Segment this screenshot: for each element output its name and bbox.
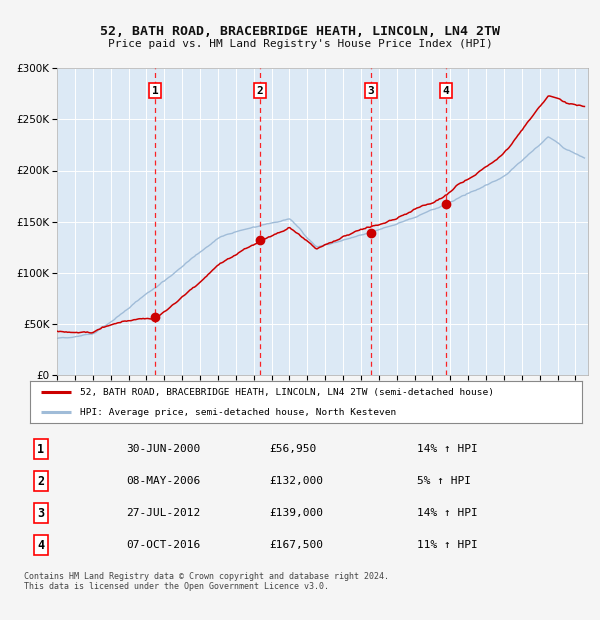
Text: 3: 3 <box>37 507 44 520</box>
Text: 2: 2 <box>257 86 263 95</box>
Text: 2: 2 <box>37 475 44 487</box>
Text: 14% ↑ HPI: 14% ↑ HPI <box>417 444 478 454</box>
Text: £132,000: £132,000 <box>269 476 323 486</box>
Text: Contains HM Land Registry data © Crown copyright and database right 2024.
This d: Contains HM Land Registry data © Crown c… <box>24 572 389 591</box>
Text: £167,500: £167,500 <box>269 540 323 550</box>
Text: 5% ↑ HPI: 5% ↑ HPI <box>417 476 471 486</box>
Text: 07-OCT-2016: 07-OCT-2016 <box>127 540 200 550</box>
Text: 52, BATH ROAD, BRACEBRIDGE HEATH, LINCOLN, LN4 2TW (semi-detached house): 52, BATH ROAD, BRACEBRIDGE HEATH, LINCOL… <box>80 388 494 397</box>
Text: 30-JUN-2000: 30-JUN-2000 <box>127 444 200 454</box>
Text: HPI: Average price, semi-detached house, North Kesteven: HPI: Average price, semi-detached house,… <box>80 408 396 417</box>
Text: 1: 1 <box>37 443 44 456</box>
Text: 3: 3 <box>368 86 374 95</box>
Text: 4: 4 <box>37 539 44 552</box>
Text: 27-JUL-2012: 27-JUL-2012 <box>127 508 200 518</box>
Text: 11% ↑ HPI: 11% ↑ HPI <box>417 540 478 550</box>
Text: 08-MAY-2006: 08-MAY-2006 <box>127 476 200 486</box>
Text: 4: 4 <box>443 86 449 95</box>
Text: 1: 1 <box>152 86 159 95</box>
Text: 14% ↑ HPI: 14% ↑ HPI <box>417 508 478 518</box>
Text: 52, BATH ROAD, BRACEBRIDGE HEATH, LINCOLN, LN4 2TW: 52, BATH ROAD, BRACEBRIDGE HEATH, LINCOL… <box>100 25 500 38</box>
Text: Price paid vs. HM Land Registry's House Price Index (HPI): Price paid vs. HM Land Registry's House … <box>107 39 493 49</box>
Text: £56,950: £56,950 <box>269 444 316 454</box>
Text: £139,000: £139,000 <box>269 508 323 518</box>
